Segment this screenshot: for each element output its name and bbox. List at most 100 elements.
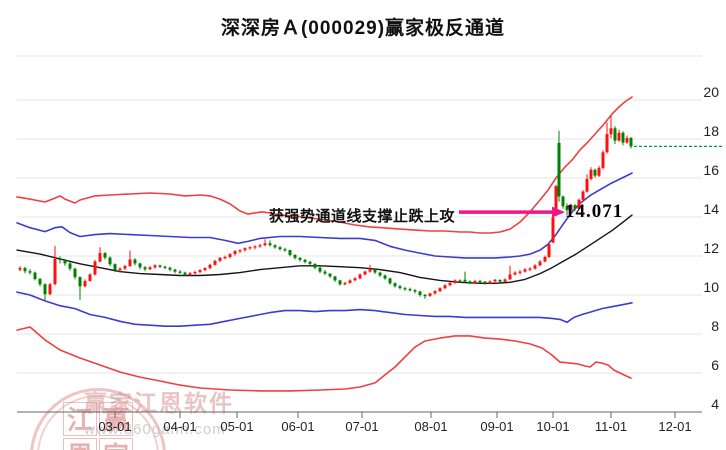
candle-body	[443, 285, 447, 289]
candle-body	[589, 169, 593, 179]
seal-char: 江	[63, 402, 97, 436]
candle-body	[528, 268, 532, 270]
candle-body	[43, 284, 47, 295]
x-tick-label: 08-01	[414, 419, 447, 434]
candle-body	[463, 279, 467, 282]
y-tick-label: 6	[711, 357, 719, 373]
candle-body	[318, 267, 322, 272]
candle-body	[483, 281, 487, 284]
candle-body	[48, 284, 52, 295]
candle-body	[108, 257, 112, 265]
candle-body	[453, 280, 457, 283]
candle-body	[298, 257, 302, 260]
candle-body	[333, 276, 337, 281]
candle-body	[413, 290, 417, 292]
y-tick-label: 16	[703, 162, 719, 178]
candle-body	[547, 244, 551, 257]
candle-body	[223, 257, 227, 259]
candle-body	[533, 265, 537, 269]
candle-body	[478, 281, 482, 283]
y-tick-label: 18	[703, 123, 719, 139]
candle-body	[138, 263, 142, 268]
candle-body	[423, 295, 427, 297]
candle-body	[228, 254, 232, 257]
candle-body	[158, 265, 162, 267]
candle-body	[243, 248, 247, 251]
candle-body	[488, 281, 492, 284]
candle-body	[629, 138, 633, 147]
candle-body	[554, 186, 558, 216]
seal-characters: 江 赢 恩 家	[63, 402, 133, 450]
candle-body	[153, 265, 157, 268]
x-tick-label: 05-01	[220, 419, 253, 434]
candle-body	[393, 283, 397, 287]
candle-body	[113, 264, 117, 271]
candle-body	[283, 249, 287, 251]
candle-body	[617, 132, 621, 141]
candle-body	[609, 128, 613, 135]
x-tick-label: 03-01	[98, 419, 131, 434]
y-tick-label: 12	[703, 240, 719, 256]
candle-body	[178, 271, 182, 273]
candle-body	[625, 138, 629, 143]
support-price-label: 14.071	[565, 201, 624, 222]
y-tick-label: 8	[711, 318, 719, 334]
candle-body	[597, 167, 601, 176]
candle-body	[288, 250, 292, 255]
candle-body	[163, 266, 167, 268]
candle-body	[303, 259, 307, 262]
candle-body	[458, 280, 462, 282]
x-tick-label: 06-01	[281, 419, 314, 434]
candle-body	[508, 274, 512, 280]
candle-body	[428, 293, 432, 296]
candle-body	[93, 261, 97, 275]
candle-body	[38, 279, 42, 285]
candle-body	[338, 280, 342, 285]
candle-body	[68, 263, 72, 269]
x-tick-label: 11-01	[595, 419, 627, 434]
candle-body	[88, 274, 92, 281]
candle-body	[53, 258, 57, 285]
candle-body	[123, 266, 127, 269]
seal-char: 家	[99, 438, 133, 450]
candle-body	[183, 272, 187, 275]
candle-body	[605, 134, 609, 153]
y-tick-label: 4	[711, 396, 719, 412]
candle-body	[168, 267, 172, 270]
candle-body	[353, 278, 357, 281]
candle-body	[613, 128, 617, 141]
x-tick-label: 07-01	[345, 419, 378, 434]
support-arrow-head	[552, 206, 565, 218]
candle-body	[601, 152, 605, 168]
candle-body	[573, 205, 577, 209]
candle-body	[33, 272, 37, 279]
x-tick-label: 12-01	[658, 419, 691, 434]
candle-body	[378, 272, 382, 276]
candle-body	[253, 246, 257, 248]
y-tick-label: 14	[703, 201, 719, 217]
candle-body	[78, 277, 82, 287]
candle-body	[363, 271, 367, 275]
candle-body	[383, 275, 387, 279]
candle-body	[23, 268, 27, 272]
y-tick-label: 20	[703, 84, 719, 100]
candle-body	[565, 206, 569, 211]
candle-body	[133, 259, 137, 264]
candle-body	[148, 267, 152, 270]
candle-body	[83, 281, 87, 287]
channel-line-upper-red	[16, 96, 633, 234]
candle-body	[98, 253, 102, 262]
candle-body	[551, 217, 555, 243]
candle-body	[323, 271, 327, 274]
candle-body	[498, 279, 502, 282]
candle-body	[418, 291, 422, 295]
candle-body	[313, 263, 317, 268]
candle-body	[368, 269, 372, 272]
candle-body	[585, 179, 589, 192]
candle-body	[398, 286, 402, 289]
candle-body	[373, 269, 377, 273]
candle-body	[493, 279, 497, 282]
candle-body	[358, 274, 362, 279]
candle-body	[621, 132, 625, 143]
candle-body	[523, 269, 527, 272]
